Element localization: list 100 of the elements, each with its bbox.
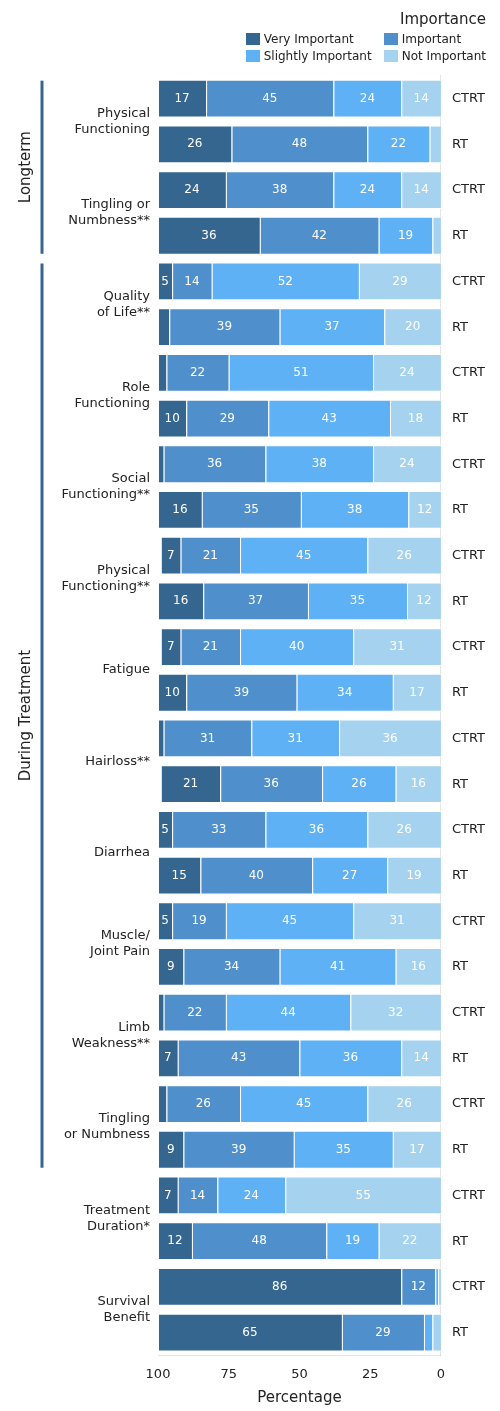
data-label: 34: [337, 684, 353, 699]
data-label: 24: [243, 1187, 260, 1202]
data-label: 10: [164, 684, 180, 699]
text: Longterm: [15, 131, 34, 204]
text: Diarrhea: [93, 844, 150, 860]
data-label: 19: [397, 227, 414, 242]
y-tick-label: CTRT: [451, 1095, 486, 1111]
y-tick-label: CTRT: [451, 364, 486, 380]
y-tick-label: RT: [451, 409, 469, 425]
y-tick-label: RT: [451, 501, 469, 517]
data-label: 27: [342, 867, 358, 882]
y-tick-label: RT: [451, 1323, 469, 1339]
legend-label: Slightly Important: [263, 49, 372, 63]
text: Survival Benefit: [97, 1293, 150, 1325]
y-tick-label: CTRT: [451, 638, 486, 654]
data-label: 38: [311, 456, 327, 471]
data-label: 19: [406, 867, 422, 882]
data-label: 51: [293, 364, 309, 379]
data-label: 21: [202, 639, 218, 654]
data-label: 16: [173, 593, 189, 608]
y-tick-label: RT: [451, 1232, 469, 1248]
data-label: 19: [344, 1233, 361, 1248]
y-tick-label: RT: [451, 866, 469, 882]
data-label: 26: [396, 1096, 412, 1111]
data-label: 24: [184, 182, 200, 197]
text: Hairloss**: [85, 752, 151, 768]
data-label: 39: [231, 1141, 247, 1156]
data-label: 17: [409, 1141, 425, 1156]
x-axis-title: Percentage: [257, 1387, 342, 1406]
data-label: 42: [311, 227, 327, 242]
data-label: 48: [251, 1233, 267, 1248]
data-label: 43: [231, 1050, 247, 1065]
text: During Treatment: [15, 649, 34, 782]
data-label: 21: [182, 776, 199, 791]
y-tick-label: RT: [451, 1141, 469, 1157]
data-label: 36: [201, 227, 217, 242]
y-tick-label: CTRT: [451, 821, 486, 837]
y-tick-label: RT: [451, 775, 469, 791]
text: Fatigue: [102, 661, 150, 677]
data-label: 43: [321, 410, 337, 425]
data-label: 45: [296, 1096, 312, 1111]
y-tick-label: CTRT: [451, 729, 486, 745]
data-label: 12: [410, 1278, 426, 1293]
y-tick-label: CTRT: [451, 1004, 486, 1020]
data-label: 14: [413, 1050, 429, 1065]
y-tick-label: CTRT: [451, 547, 486, 563]
text: Physical Functioning**: [61, 561, 151, 593]
text: Tingling or Numbness: [63, 1110, 151, 1142]
data-label: 48: [291, 136, 308, 151]
y-tick-label: RT: [451, 227, 469, 243]
data-label: 35: [349, 593, 366, 608]
data-label: 22: [390, 136, 407, 151]
data-label: 37: [247, 593, 264, 608]
data-label: 40: [248, 867, 264, 882]
data-label: 86: [272, 1278, 288, 1293]
data-label: 21: [202, 547, 218, 562]
data-label: 32: [388, 1004, 404, 1019]
data-label: 44: [280, 1004, 296, 1019]
data-label: 19: [191, 913, 207, 928]
data-label: 14: [413, 90, 429, 105]
data-label: 36: [382, 730, 398, 745]
data-label: 34: [223, 959, 240, 974]
legend-label: Not Important: [401, 49, 486, 63]
data-label: 29: [375, 1324, 391, 1339]
data-label: 35: [335, 1141, 351, 1156]
data-label: 55: [355, 1187, 371, 1202]
data-label: 40: [289, 639, 305, 654]
y-tick-label: CTRT: [451, 181, 486, 197]
text: Role Functioning: [74, 379, 150, 411]
legend-label: Very Important: [263, 32, 354, 46]
data-label: 7: [166, 547, 175, 562]
data-label: 14: [189, 1187, 206, 1202]
data-label: 17: [409, 684, 425, 699]
data-label: 31: [389, 639, 405, 654]
data-label: 24: [399, 456, 415, 471]
data-label: 33: [211, 821, 227, 836]
data-label: 45: [281, 913, 298, 928]
data-label: 26: [396, 547, 412, 562]
data-label: 35: [243, 502, 260, 517]
data-label: 26: [396, 821, 412, 836]
data-label: 31: [287, 730, 303, 745]
y-tick-label: RT: [451, 318, 469, 334]
data-label: 5: [161, 913, 169, 928]
data-label: 7: [164, 1050, 172, 1065]
text: Muscle/ Joint Pain: [89, 927, 151, 959]
data-label: 9: [166, 959, 175, 974]
data-label: 5: [161, 273, 169, 288]
y-tick-label: CTRT: [451, 272, 486, 288]
data-label: 24: [399, 364, 415, 379]
data-label: 7: [166, 639, 175, 654]
y-tick-label: RT: [451, 1049, 469, 1065]
data-label: 14: [184, 273, 200, 288]
data-label: 65: [242, 1324, 258, 1339]
data-label: 20: [405, 319, 421, 334]
data-label: 36: [263, 776, 279, 791]
data-label: 37: [324, 319, 340, 334]
data-label: 39: [233, 684, 250, 699]
data-label: 36: [308, 821, 325, 836]
data-label: 52: [277, 273, 293, 288]
data-label: 22: [402, 1233, 418, 1248]
